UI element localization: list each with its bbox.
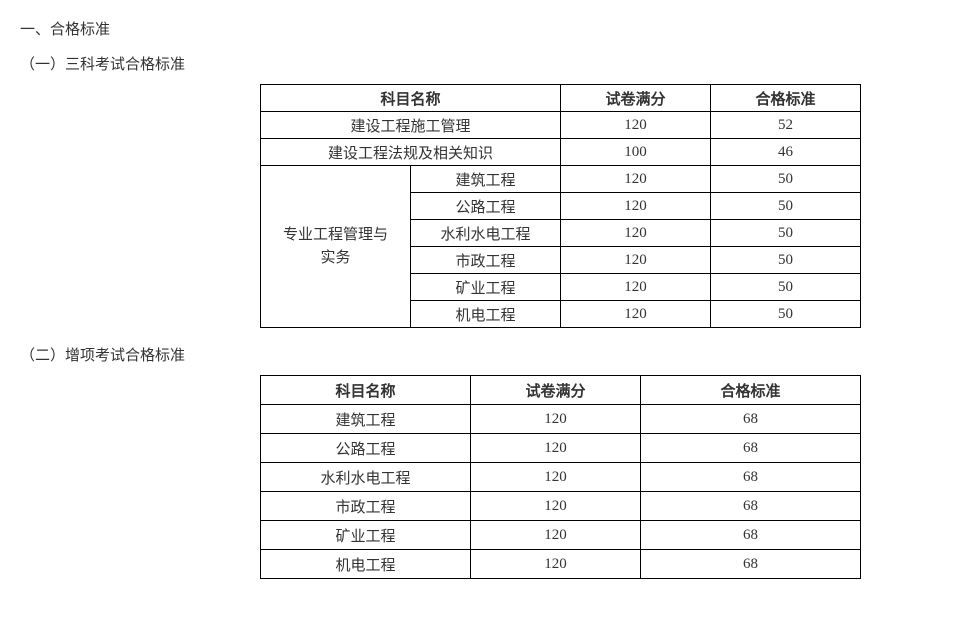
group-label-cell: 专业工程管理与实务	[261, 166, 411, 328]
subject-cell: 机电工程	[411, 301, 561, 328]
subject-cell: 建筑工程	[261, 405, 471, 434]
subject-cell: 市政工程	[411, 247, 561, 274]
full-score-cell: 120	[471, 492, 641, 521]
subject-cell: 矿业工程	[261, 521, 471, 550]
full-score-cell: 120	[561, 247, 711, 274]
full-score-cell: 120	[471, 434, 641, 463]
pass-score-cell: 50	[711, 166, 861, 193]
subsection-title-1: （一）三科考试合格标准	[20, 53, 934, 74]
subject-cell: 水利水电工程	[261, 463, 471, 492]
full-score-cell: 120	[561, 220, 711, 247]
subject-cell: 建设工程法规及相关知识	[261, 139, 561, 166]
pass-score-cell: 68	[641, 550, 861, 579]
additional-subjects-table: 科目名称 试卷满分 合格标准 建筑工程 120 68 公路工程 120 68 水…	[260, 375, 861, 579]
subject-cell: 矿业工程	[411, 274, 561, 301]
table-row: 公路工程 120 68	[261, 434, 861, 463]
header-pass-score: 合格标准	[711, 85, 861, 112]
pass-score-cell: 68	[641, 434, 861, 463]
subject-cell: 公路工程	[411, 193, 561, 220]
header-subject: 科目名称	[261, 85, 561, 112]
table-row: 机电工程 120 68	[261, 550, 861, 579]
table-row: 市政工程 120 68	[261, 492, 861, 521]
pass-score-cell: 46	[711, 139, 861, 166]
pass-score-cell: 68	[641, 492, 861, 521]
table-header-row: 科目名称 试卷满分 合格标准	[261, 376, 861, 405]
full-score-cell: 120	[471, 463, 641, 492]
pass-score-cell: 50	[711, 193, 861, 220]
full-score-cell: 120	[561, 301, 711, 328]
full-score-cell: 120	[561, 112, 711, 139]
table-row: 建设工程法规及相关知识 100 46	[261, 139, 861, 166]
pass-score-cell: 50	[711, 274, 861, 301]
subject-cell: 建设工程施工管理	[261, 112, 561, 139]
header-subject: 科目名称	[261, 376, 471, 405]
table-row: 建设工程施工管理 120 52	[261, 112, 861, 139]
table-header-row: 科目名称 试卷满分 合格标准	[261, 85, 861, 112]
pass-score-cell: 68	[641, 463, 861, 492]
pass-score-cell: 50	[711, 301, 861, 328]
full-score-cell: 120	[471, 405, 641, 434]
table-row: 矿业工程 120 68	[261, 521, 861, 550]
main-section-title: 一、合格标准	[20, 18, 934, 39]
full-score-cell: 120	[561, 193, 711, 220]
pass-score-cell: 50	[711, 220, 861, 247]
subsection-title-2: （二）增项考试合格标准	[20, 344, 934, 365]
table-row: 水利水电工程 120 68	[261, 463, 861, 492]
full-score-cell: 100	[561, 139, 711, 166]
full-score-cell: 120	[561, 166, 711, 193]
full-score-cell: 120	[471, 550, 641, 579]
header-full-score: 试卷满分	[471, 376, 641, 405]
subject-cell: 市政工程	[261, 492, 471, 521]
pass-score-cell: 68	[641, 405, 861, 434]
pass-score-cell: 50	[711, 247, 861, 274]
subject-cell: 水利水电工程	[411, 220, 561, 247]
subject-cell: 机电工程	[261, 550, 471, 579]
table-row: 专业工程管理与实务 建筑工程 120 50	[261, 166, 861, 193]
full-score-cell: 120	[561, 274, 711, 301]
table-row: 建筑工程 120 68	[261, 405, 861, 434]
header-pass-score: 合格标准	[641, 376, 861, 405]
full-score-cell: 120	[471, 521, 641, 550]
three-subjects-table: 科目名称 试卷满分 合格标准 建设工程施工管理 120 52 建设工程法规及相关…	[260, 84, 861, 328]
subject-cell: 公路工程	[261, 434, 471, 463]
subject-cell: 建筑工程	[411, 166, 561, 193]
pass-score-cell: 68	[641, 521, 861, 550]
table1-container: 科目名称 试卷满分 合格标准 建设工程施工管理 120 52 建设工程法规及相关…	[20, 84, 934, 328]
pass-score-cell: 52	[711, 112, 861, 139]
header-full-score: 试卷满分	[561, 85, 711, 112]
table2-container: 科目名称 试卷满分 合格标准 建筑工程 120 68 公路工程 120 68 水…	[20, 375, 934, 579]
